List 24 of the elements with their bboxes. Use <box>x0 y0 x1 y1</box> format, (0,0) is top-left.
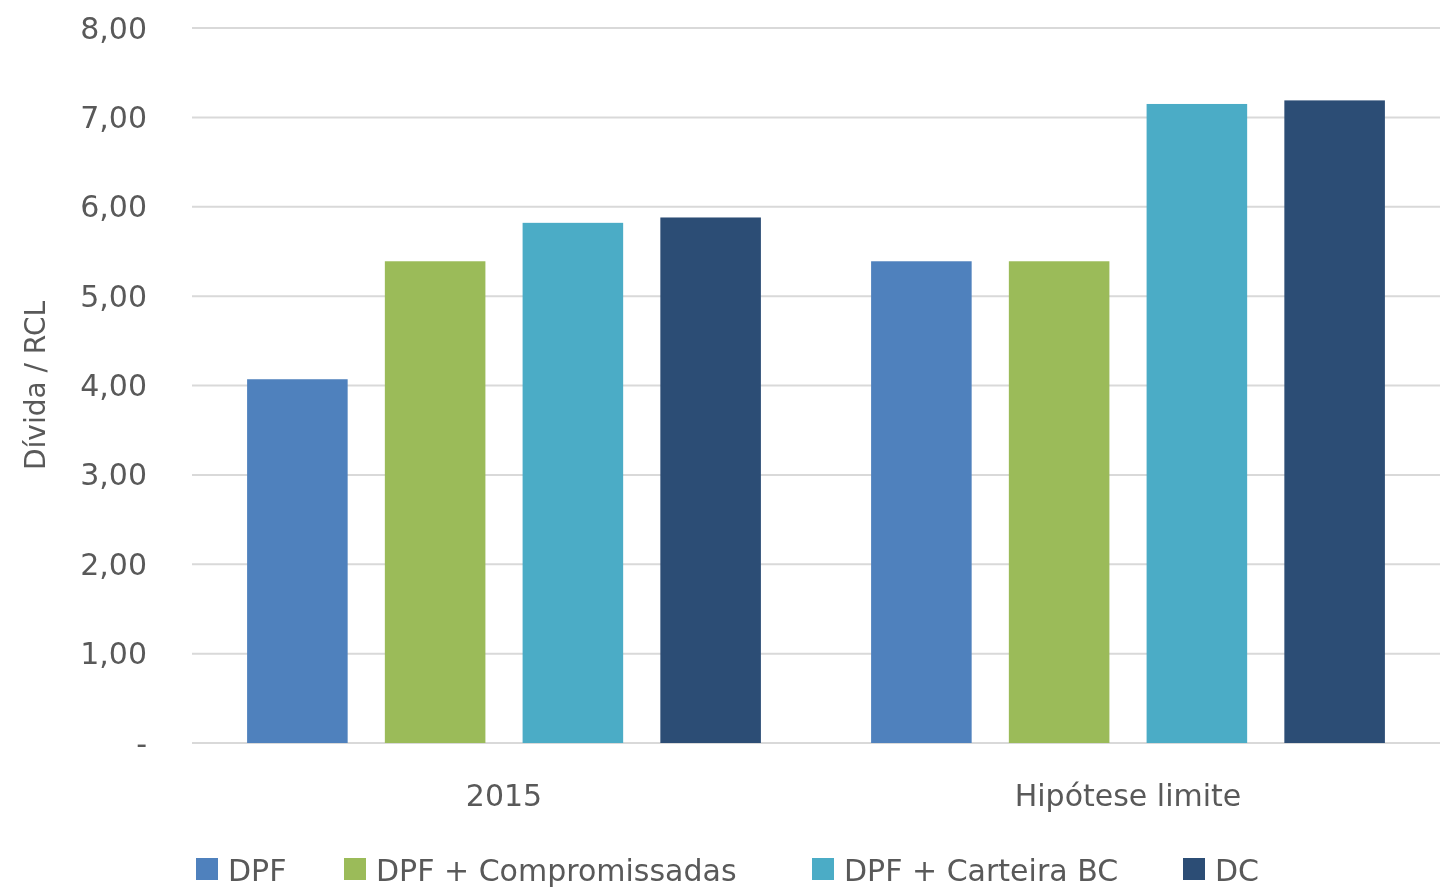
bar <box>1284 100 1385 743</box>
bar <box>522 222 624 743</box>
bar <box>247 379 348 743</box>
y-tick-label: 4,00 <box>80 368 147 403</box>
legend-label: DPF + Compromissadas <box>376 852 737 888</box>
bar <box>384 261 486 743</box>
y-tick-label: 2,00 <box>80 546 147 582</box>
y-tick-label: 3,00 <box>80 457 147 493</box>
legend-label: DPF <box>228 852 287 888</box>
y-tick-label: - <box>136 725 147 761</box>
legend-label: DPF + Carteira BC <box>844 852 1119 888</box>
x-tick-label: 2015 <box>465 778 543 813</box>
bar <box>1008 261 1110 743</box>
x-tick-label: Hipótese limite <box>1014 778 1242 813</box>
y-axis-title: Dívida / RCL <box>19 300 52 471</box>
y-tick-label: 8,00 <box>80 10 147 46</box>
y-tick-label: 1,00 <box>80 636 147 672</box>
y-tick-label: 5,00 <box>80 278 147 314</box>
bar <box>660 217 761 743</box>
y-tick-label: 7,00 <box>80 99 147 135</box>
legend-label: DC <box>1215 852 1260 888</box>
bar <box>1146 103 1248 743</box>
y-tick-label: 6,00 <box>80 189 147 225</box>
bar <box>871 261 972 743</box>
